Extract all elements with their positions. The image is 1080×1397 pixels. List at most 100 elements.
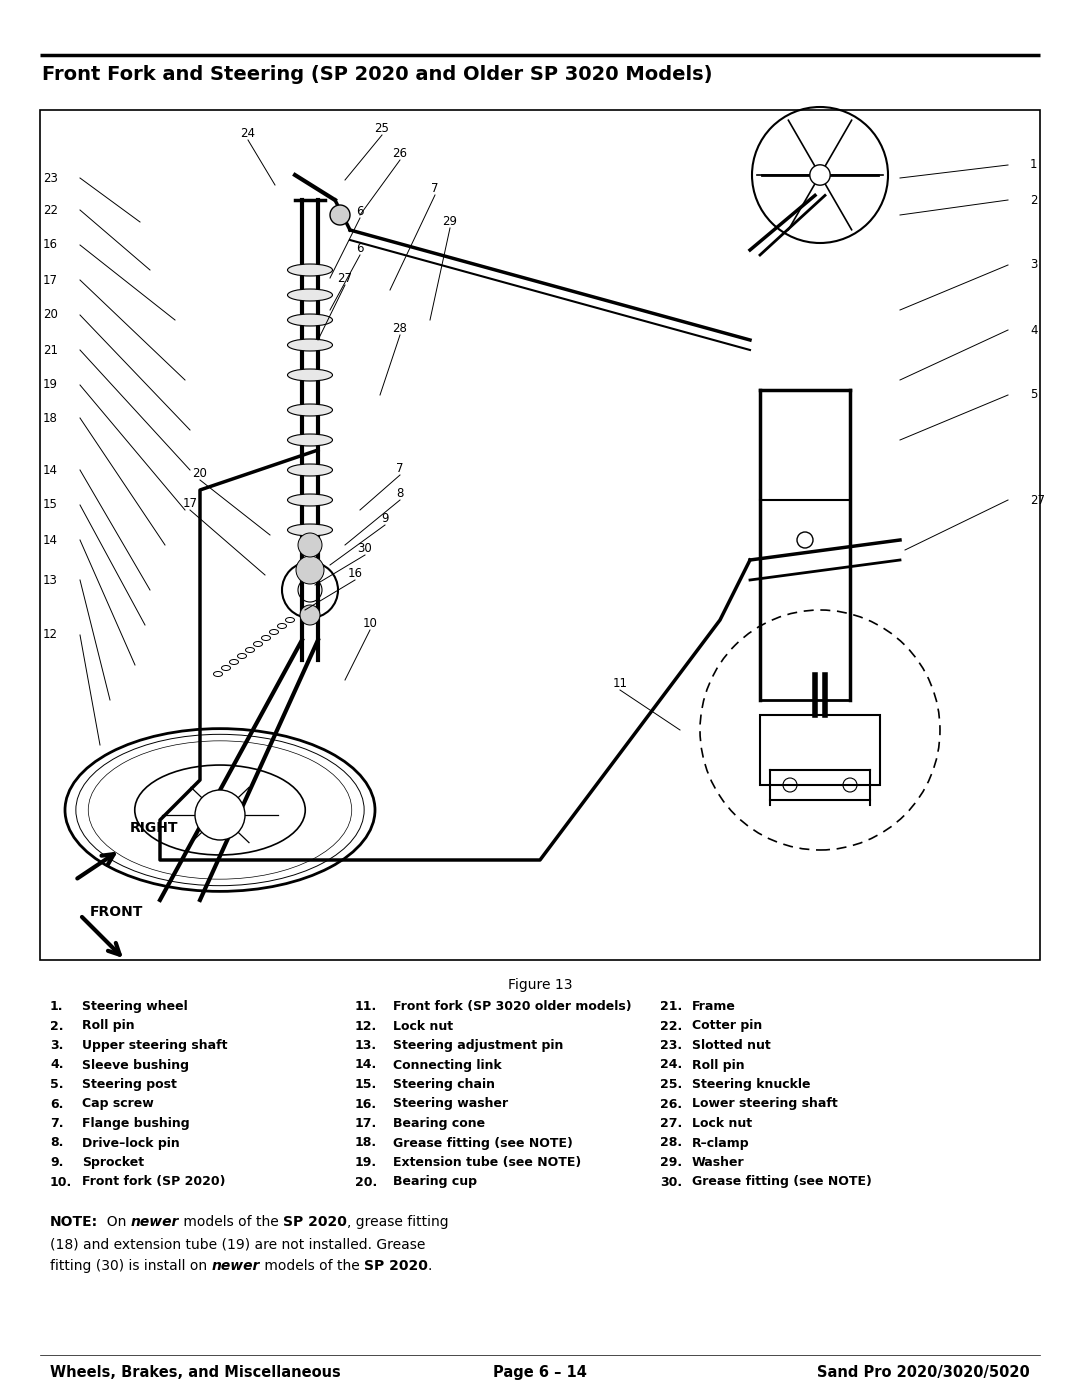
Text: Cotter pin: Cotter pin bbox=[692, 1020, 762, 1032]
Text: Sprocket: Sprocket bbox=[82, 1155, 144, 1169]
Text: 23: 23 bbox=[43, 172, 58, 184]
Text: 9.: 9. bbox=[50, 1155, 64, 1169]
Ellipse shape bbox=[287, 289, 333, 300]
Text: Lower steering shaft: Lower steering shaft bbox=[692, 1098, 838, 1111]
Text: 3.: 3. bbox=[50, 1039, 64, 1052]
Text: 17: 17 bbox=[183, 497, 198, 510]
Text: Slotted nut: Slotted nut bbox=[692, 1039, 771, 1052]
Text: 21.: 21. bbox=[660, 1000, 683, 1013]
Text: 18.: 18. bbox=[355, 1137, 377, 1150]
Text: 7.: 7. bbox=[50, 1118, 64, 1130]
Circle shape bbox=[298, 534, 322, 557]
Text: 14.: 14. bbox=[355, 1059, 377, 1071]
Text: 13.: 13. bbox=[355, 1039, 377, 1052]
Text: Roll pin: Roll pin bbox=[82, 1020, 135, 1032]
Ellipse shape bbox=[287, 434, 333, 446]
Text: Wheels, Brakes, and Miscellaneous: Wheels, Brakes, and Miscellaneous bbox=[50, 1365, 341, 1380]
Text: 1: 1 bbox=[1030, 158, 1038, 172]
Ellipse shape bbox=[287, 314, 333, 326]
Text: 11.: 11. bbox=[355, 1000, 377, 1013]
Text: 30.: 30. bbox=[660, 1175, 683, 1189]
Text: 28: 28 bbox=[392, 321, 407, 335]
Text: R–clamp: R–clamp bbox=[692, 1137, 750, 1150]
Text: newer: newer bbox=[212, 1259, 260, 1273]
Text: 4.: 4. bbox=[50, 1059, 64, 1071]
Text: 11: 11 bbox=[612, 678, 627, 690]
Text: 1.: 1. bbox=[50, 1000, 64, 1013]
Text: Steering knuckle: Steering knuckle bbox=[692, 1078, 810, 1091]
Text: 2.: 2. bbox=[50, 1020, 64, 1032]
Text: 22.: 22. bbox=[660, 1020, 683, 1032]
Text: 20: 20 bbox=[43, 309, 58, 321]
Text: (18) and extension tube (19) are not installed. Grease: (18) and extension tube (19) are not ins… bbox=[50, 1236, 426, 1250]
Circle shape bbox=[296, 556, 324, 584]
Text: 26.: 26. bbox=[660, 1098, 683, 1111]
Text: Bearing cone: Bearing cone bbox=[393, 1118, 485, 1130]
Text: 10: 10 bbox=[363, 617, 377, 630]
Text: Drive–lock pin: Drive–lock pin bbox=[82, 1137, 179, 1150]
Text: 25.: 25. bbox=[660, 1078, 683, 1091]
Text: 8: 8 bbox=[396, 488, 404, 500]
Text: 7: 7 bbox=[431, 182, 438, 196]
Text: 16.: 16. bbox=[355, 1098, 377, 1111]
Text: 8.: 8. bbox=[50, 1137, 64, 1150]
Text: Flange bushing: Flange bushing bbox=[82, 1118, 190, 1130]
Text: 23.: 23. bbox=[660, 1039, 683, 1052]
Text: 6: 6 bbox=[356, 205, 364, 218]
Text: 9: 9 bbox=[381, 511, 389, 525]
Text: Steering chain: Steering chain bbox=[393, 1078, 495, 1091]
Text: 3: 3 bbox=[1030, 258, 1038, 271]
Text: 27.: 27. bbox=[660, 1118, 683, 1130]
Text: Lock nut: Lock nut bbox=[393, 1020, 454, 1032]
Text: 5: 5 bbox=[1030, 388, 1038, 401]
Text: Upper steering shaft: Upper steering shaft bbox=[82, 1039, 228, 1052]
Text: 13: 13 bbox=[43, 574, 58, 587]
Text: Steering washer: Steering washer bbox=[393, 1098, 508, 1111]
Text: 22: 22 bbox=[43, 204, 58, 217]
Circle shape bbox=[810, 165, 831, 186]
Text: 29.: 29. bbox=[660, 1155, 683, 1169]
Text: 12: 12 bbox=[43, 629, 58, 641]
Ellipse shape bbox=[287, 404, 333, 416]
Text: 19: 19 bbox=[43, 379, 58, 391]
Text: SP 2020: SP 2020 bbox=[283, 1215, 348, 1229]
Ellipse shape bbox=[287, 464, 333, 476]
Text: SP 2020: SP 2020 bbox=[364, 1259, 428, 1273]
Text: Front fork (SP 2020): Front fork (SP 2020) bbox=[82, 1175, 226, 1189]
Text: 20: 20 bbox=[192, 467, 207, 481]
Text: 30: 30 bbox=[357, 542, 373, 555]
Text: Cap screw: Cap screw bbox=[82, 1098, 153, 1111]
Text: models of the: models of the bbox=[260, 1259, 364, 1273]
Text: 28.: 28. bbox=[660, 1137, 683, 1150]
Ellipse shape bbox=[287, 369, 333, 381]
Text: 2: 2 bbox=[1030, 194, 1038, 207]
Text: Sleeve bushing: Sleeve bushing bbox=[82, 1059, 189, 1071]
Text: On: On bbox=[98, 1215, 131, 1229]
Text: NOTE:: NOTE: bbox=[50, 1215, 98, 1229]
Text: 26: 26 bbox=[392, 147, 407, 161]
Text: 6.: 6. bbox=[50, 1098, 64, 1111]
Text: 7: 7 bbox=[396, 462, 404, 475]
Text: 15.: 15. bbox=[355, 1078, 377, 1091]
Text: Washer: Washer bbox=[692, 1155, 744, 1169]
Text: 29: 29 bbox=[443, 215, 458, 228]
Text: Bearing cup: Bearing cup bbox=[393, 1175, 477, 1189]
Text: Extension tube (see NOTE): Extension tube (see NOTE) bbox=[393, 1155, 581, 1169]
Text: Grease fitting (see NOTE): Grease fitting (see NOTE) bbox=[692, 1175, 872, 1189]
Text: Front Fork and Steering (SP 2020 and Older SP 3020 Models): Front Fork and Steering (SP 2020 and Old… bbox=[42, 66, 713, 84]
Text: 17: 17 bbox=[43, 274, 58, 286]
Text: 24.: 24. bbox=[660, 1059, 683, 1071]
Text: FRONT: FRONT bbox=[90, 905, 144, 919]
Ellipse shape bbox=[287, 524, 333, 536]
Circle shape bbox=[330, 205, 350, 225]
Ellipse shape bbox=[287, 264, 333, 277]
Text: Grease fitting (see NOTE): Grease fitting (see NOTE) bbox=[393, 1137, 572, 1150]
Text: 27: 27 bbox=[337, 272, 352, 285]
Text: 18: 18 bbox=[43, 412, 58, 425]
Ellipse shape bbox=[287, 339, 333, 351]
Text: 20.: 20. bbox=[355, 1175, 377, 1189]
Text: Steering wheel: Steering wheel bbox=[82, 1000, 188, 1013]
Text: Frame: Frame bbox=[692, 1000, 735, 1013]
Ellipse shape bbox=[287, 495, 333, 506]
Text: 14: 14 bbox=[43, 534, 58, 546]
